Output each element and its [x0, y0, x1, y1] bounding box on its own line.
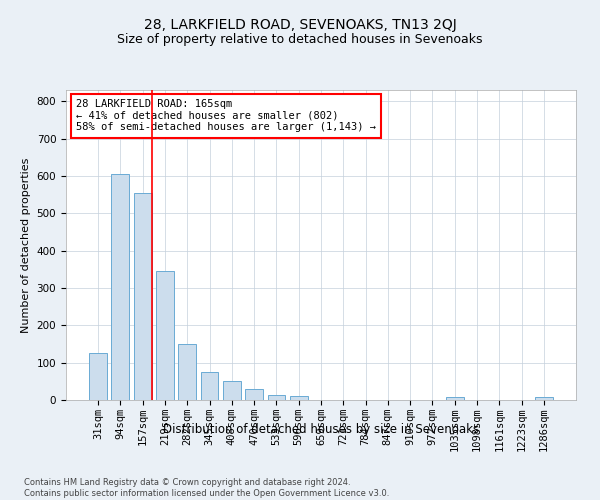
Bar — [89, 354, 107, 400]
Text: Distribution of detached houses by size in Sevenoaks: Distribution of detached houses by size … — [163, 422, 479, 436]
Bar — [156, 271, 174, 400]
Bar — [268, 395, 286, 400]
Bar — [223, 380, 241, 400]
Text: Contains HM Land Registry data © Crown copyright and database right 2024.
Contai: Contains HM Land Registry data © Crown c… — [24, 478, 389, 498]
Bar — [200, 372, 218, 400]
Bar — [535, 398, 553, 400]
Text: 28 LARKFIELD ROAD: 165sqm
← 41% of detached houses are smaller (802)
58% of semi: 28 LARKFIELD ROAD: 165sqm ← 41% of detac… — [76, 100, 376, 132]
Text: 28, LARKFIELD ROAD, SEVENOAKS, TN13 2QJ: 28, LARKFIELD ROAD, SEVENOAKS, TN13 2QJ — [143, 18, 457, 32]
Bar — [245, 389, 263, 400]
Bar — [446, 398, 464, 400]
Bar — [178, 344, 196, 400]
Bar — [112, 174, 130, 400]
Text: Size of property relative to detached houses in Sevenoaks: Size of property relative to detached ho… — [117, 32, 483, 46]
Bar — [134, 192, 152, 400]
Bar — [290, 396, 308, 400]
Y-axis label: Number of detached properties: Number of detached properties — [21, 158, 31, 332]
